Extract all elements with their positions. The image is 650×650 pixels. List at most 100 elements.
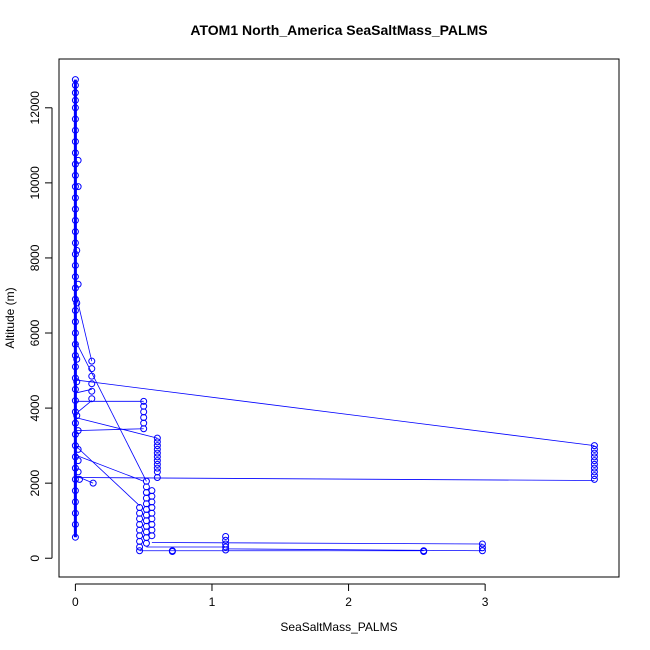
- data-point: [71, 352, 79, 360]
- data-point: [140, 425, 148, 433]
- x-tick-label: 0: [72, 595, 79, 609]
- data-point: [71, 363, 79, 371]
- data-point: [222, 532, 230, 540]
- data-point: [222, 536, 230, 544]
- data-point: [71, 104, 79, 112]
- series-line-segment: [75, 417, 158, 439]
- data-point: [136, 509, 144, 517]
- chart-title: ATOM1 North_America SeaSaltMass_PALMS: [190, 22, 487, 38]
- data-point: [590, 460, 598, 468]
- data-point: [74, 427, 82, 435]
- data-point: [148, 498, 156, 506]
- data-point: [71, 419, 79, 427]
- series-line-segment: [75, 445, 140, 506]
- data-point: [590, 468, 598, 476]
- data-point: [71, 397, 79, 405]
- data-point: [71, 216, 79, 224]
- data-point: [88, 395, 96, 403]
- series-lines: [73, 79, 595, 552]
- data-point: [71, 329, 79, 337]
- data-point: [88, 357, 96, 365]
- data-point: [140, 408, 148, 416]
- y-tick-label: 10000: [28, 166, 42, 200]
- data-point: [89, 479, 97, 487]
- data-point: [153, 442, 161, 450]
- data-point: [142, 539, 150, 547]
- data-point: [71, 239, 79, 247]
- data-point: [73, 412, 81, 420]
- data-point: [71, 385, 79, 393]
- data-point: [153, 468, 161, 476]
- data-point: [153, 474, 161, 482]
- data-point: [88, 372, 96, 380]
- data-point: [478, 544, 486, 552]
- data-point: [142, 483, 150, 491]
- data-point: [71, 126, 79, 134]
- data-point: [71, 171, 79, 179]
- data-point: [153, 457, 161, 465]
- data-point: [590, 464, 598, 472]
- series-line-segment: [75, 379, 595, 447]
- data-point: [153, 449, 161, 457]
- series-line-segment: [77, 400, 93, 413]
- data-point: [590, 472, 598, 480]
- x-tick-label: 1: [209, 595, 216, 609]
- data-point: [88, 365, 96, 373]
- y-axis-label: Altitude (m): [3, 287, 17, 348]
- data-point: [136, 515, 144, 523]
- data-point: [590, 457, 598, 465]
- data-point: [148, 532, 156, 540]
- data-point: [73, 246, 81, 254]
- data-point: [478, 540, 486, 548]
- y-tick-label: 6000: [28, 319, 42, 346]
- data-point: [136, 526, 144, 534]
- data-point: [140, 397, 148, 405]
- data-point: [71, 250, 79, 258]
- data-point: [153, 438, 161, 446]
- data-point: [71, 340, 79, 348]
- data-point: [71, 149, 79, 157]
- data-point: [88, 380, 96, 388]
- data-point: [148, 509, 156, 517]
- series-line-segment: [225, 548, 483, 552]
- data-point: [74, 156, 82, 164]
- data-point: [71, 138, 79, 146]
- data-point: [71, 183, 79, 191]
- data-point: [74, 183, 82, 191]
- data-point: [153, 464, 161, 472]
- data-point: [74, 445, 82, 453]
- data-point: [71, 520, 79, 528]
- data-point: [74, 468, 82, 476]
- data-point: [71, 205, 79, 213]
- data-point: [148, 487, 156, 495]
- data-point: [153, 434, 161, 442]
- data-point: [148, 492, 156, 500]
- data-point: [71, 81, 79, 89]
- data-point: [590, 449, 598, 457]
- data-point: [168, 547, 176, 555]
- data-point: [136, 537, 144, 545]
- series-line-segment: [75, 477, 595, 481]
- data-point: [71, 89, 79, 97]
- data-point: [73, 299, 81, 307]
- y-axis: 0 2000 4000 6000 8000 10000 12000: [28, 91, 53, 562]
- data-point: [148, 526, 156, 534]
- data-point: [222, 546, 230, 554]
- data-point: [420, 547, 428, 555]
- data-point: [71, 273, 79, 281]
- series-line-segment: [75, 291, 93, 362]
- data-point: [222, 543, 230, 551]
- data-point: [75, 475, 83, 483]
- data-point: [590, 442, 598, 450]
- data-point: [136, 532, 144, 540]
- data-point: [88, 387, 96, 395]
- data-point: [71, 374, 79, 382]
- data-point: [153, 445, 161, 453]
- data-point: [136, 543, 144, 551]
- data-point: [71, 295, 79, 303]
- plot-frame: [58, 58, 620, 578]
- data-point: [590, 453, 598, 461]
- data-point: [71, 533, 79, 541]
- data-point: [74, 280, 82, 288]
- data-point: [153, 460, 161, 468]
